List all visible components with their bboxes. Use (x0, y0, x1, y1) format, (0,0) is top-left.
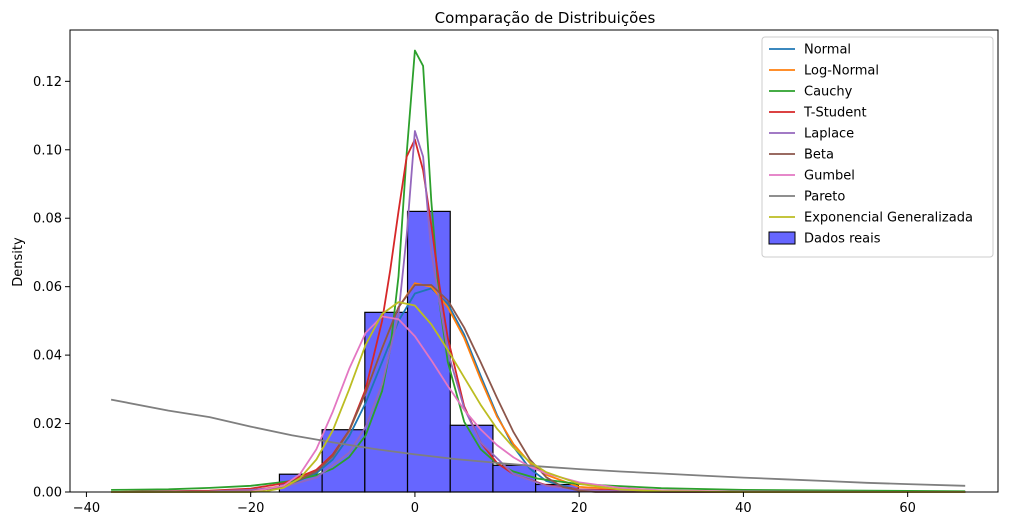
legend-swatch (768, 231, 796, 245)
y-tick-label: 0.12 (33, 75, 62, 90)
legend-label: Normal (804, 43, 851, 58)
legend: Normal Log-Normal Cauchy T-Student Laplace Be… (761, 36, 994, 258)
x-tick-label: −20 (237, 501, 264, 516)
legend-label: Pareto (804, 190, 845, 205)
histogram-bar (364, 311, 409, 493)
legend-box (761, 36, 994, 258)
x-tick-label: 40 (735, 501, 752, 516)
series-line-laplace (111, 130, 966, 493)
y-tick-label: 0.00 (33, 486, 62, 501)
legend-label: T-Student (803, 106, 867, 121)
series-line-log-normal (111, 282, 966, 493)
legend-label: Exponencial Generalizada (804, 211, 973, 226)
x-tick-label: 0 (411, 501, 419, 516)
series-line-normal (111, 287, 966, 493)
legend-label: Laplace (804, 127, 854, 142)
histogram-bars (278, 210, 579, 493)
y-axis-label: Density (11, 237, 26, 287)
series-line-pareto (110, 398, 966, 487)
y-tick-label: 0.06 (33, 280, 62, 295)
series-line-exponencial-generalizada (111, 301, 966, 493)
series-line-beta (111, 284, 966, 493)
y-tick-label: 0.10 (33, 143, 62, 158)
legend-label: Dados reais (804, 232, 881, 247)
y-tick-label: 0.04 (33, 349, 62, 364)
series-line-gumbel (111, 315, 966, 493)
legend-label: Gumbel (804, 169, 855, 184)
legend-label: Beta (804, 148, 834, 163)
y-tick-label: 0.08 (33, 212, 62, 227)
chart-title: Comparação de Distribuições (435, 9, 656, 27)
x-tick-label: 20 (571, 501, 588, 516)
plot-frame (69, 29, 999, 493)
legend-label: Cauchy (804, 85, 853, 100)
legend-label: Log-Normal (804, 64, 879, 79)
series-lines (110, 49, 966, 493)
axes: −40 −20 0 20 40 60 0.00 0.02 0.04 0.06 0.08 0.10 0.1… (33, 29, 999, 516)
x-tick-label: −40 (73, 501, 100, 516)
y-tick-label: 0.02 (33, 417, 62, 432)
x-tick-label: 60 (899, 501, 916, 516)
histogram-bar (406, 210, 451, 493)
